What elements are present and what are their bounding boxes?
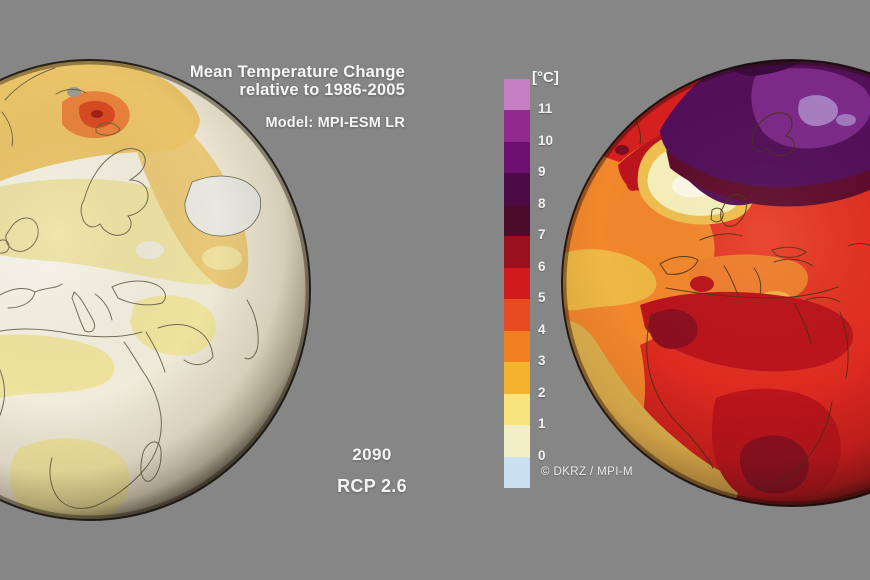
legend-color-segment: [504, 299, 530, 331]
legend-tick-label: 5: [538, 290, 546, 306]
legend-color-segment: [504, 173, 530, 205]
legend-color-segment: [504, 267, 530, 300]
scenario-label: RCP 2.6: [337, 476, 407, 496]
right-globe: [561, 59, 870, 507]
legend-color-segment: [504, 110, 530, 142]
legend-tick-label: 6: [538, 258, 546, 274]
legend-tick-label: 9: [538, 164, 546, 180]
legend-tick-label: 8: [538, 195, 546, 211]
legend-unit-label: [°C]: [532, 69, 559, 86]
credit-label: © DKRZ / MPI-M: [541, 466, 634, 478]
legend-color-segment: [504, 362, 530, 394]
legend-bar: [504, 79, 530, 489]
legend-tick-label: 0: [538, 447, 546, 463]
legend-tick-label: 2: [538, 384, 546, 400]
legend-color-segment: [504, 141, 530, 174]
legend-tick-label: 7: [538, 227, 546, 243]
legend-color-segment: [504, 425, 530, 457]
legend-color-segment: [504, 456, 530, 489]
legend-tick-label: 4: [538, 321, 546, 337]
legend-tick-label: 11: [538, 101, 553, 117]
title-line-1: Mean Temperature Change: [189, 63, 405, 81]
model-label: Model: MPI-ESM LR: [265, 114, 405, 131]
legend-tick-label: 10: [538, 132, 554, 148]
title-block: Mean Temperature Change relative to 1986…: [190, 63, 405, 131]
legend-tick-label: 1: [538, 416, 546, 432]
year-block: 2090 RCP 2.6: [287, 445, 457, 497]
title-line-2: relative to 1986-2005: [239, 81, 405, 100]
legend-ticks: 11 10 9 8 7 6 5 4 3 2 1 0: [538, 79, 572, 488]
legend-color-segment: [504, 79, 530, 111]
legend-color-segment: [504, 204, 530, 237]
legend-color-segment: [504, 330, 530, 363]
year-label: 2090: [352, 445, 392, 464]
left-globe: [0, 59, 311, 521]
legend-tick-label: 3: [538, 353, 546, 369]
legend-color-segment: [504, 236, 530, 268]
legend-color-segment: [504, 393, 530, 426]
